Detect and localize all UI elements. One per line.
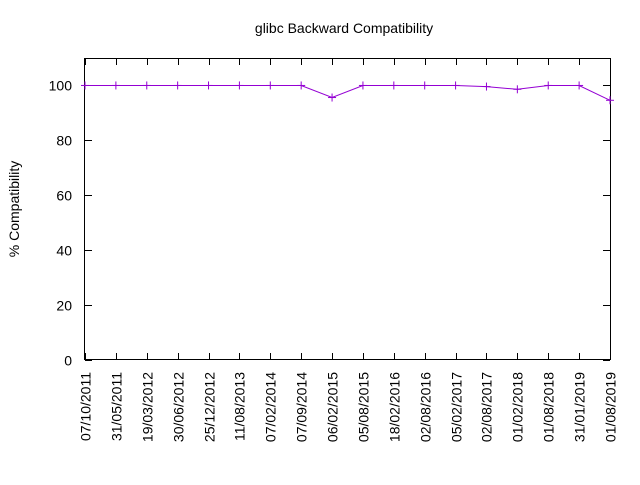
x-tick-label: 07/02/2014	[263, 372, 279, 442]
y-tick-label: 20	[56, 298, 72, 314]
y-tick-label: 60	[56, 188, 72, 204]
x-axis: 07/10/2011 31/05/2011 19/03/2012 30/06/2012…	[78, 58, 619, 442]
data-point	[111, 81, 120, 90]
data-point	[575, 81, 584, 90]
data-point	[142, 81, 151, 90]
x-tick-label: 30/06/2012	[171, 372, 187, 442]
chart-title: glibc Backward Compatibility	[255, 20, 433, 36]
x-tick-label: 01/08/2018	[541, 372, 557, 442]
x-tick-label: 19/03/2012	[140, 372, 156, 442]
data-point	[328, 93, 337, 102]
y-axis: 0 20 40 60 80 100	[49, 78, 610, 369]
x-tick-label: 05/02/2017	[449, 372, 465, 442]
data-point	[297, 81, 306, 90]
data-point	[81, 81, 89, 90]
data-point	[204, 81, 213, 90]
data-point	[173, 81, 182, 90]
x-tick-label: 25/12/2012	[202, 372, 218, 442]
data-point	[544, 81, 553, 90]
x-tick-label: 06/02/2015	[325, 372, 341, 442]
y-axis-label: % Compatibility	[6, 161, 22, 257]
x-tick-label: 18/02/2016	[387, 372, 403, 442]
series-layer	[81, 81, 614, 105]
x-tick-label: 01/02/2018	[510, 372, 526, 442]
data-point	[358, 81, 367, 90]
data-point	[513, 85, 522, 94]
x-tick-label: 07/09/2014	[294, 372, 310, 442]
plot-frame	[84, 58, 611, 360]
y-tick-label: 100	[49, 78, 73, 94]
data-point	[235, 81, 244, 90]
y-tick-label: 40	[56, 243, 72, 259]
y-tick-label: 80	[56, 133, 72, 149]
x-tick-label: 31/01/2019	[572, 372, 588, 442]
x-tick-label: 01/08/2019	[603, 372, 619, 442]
x-tick-label: 11/08/2013	[232, 372, 248, 441]
data-point	[266, 81, 275, 90]
y-tick-label: 0	[64, 353, 72, 369]
data-point	[482, 82, 491, 91]
x-tick-label: 02/08/2016	[418, 372, 434, 442]
series-line	[85, 85, 611, 101]
x-tick-label: 31/05/2011	[109, 372, 125, 441]
x-tick-label: 02/08/2017	[479, 372, 495, 442]
x-tick-label: 07/10/2011	[78, 372, 94, 441]
data-point	[420, 81, 429, 90]
data-point	[606, 96, 614, 105]
x-tick-label: 05/08/2015	[356, 372, 372, 442]
data-point	[451, 81, 460, 90]
data-point	[389, 81, 398, 90]
